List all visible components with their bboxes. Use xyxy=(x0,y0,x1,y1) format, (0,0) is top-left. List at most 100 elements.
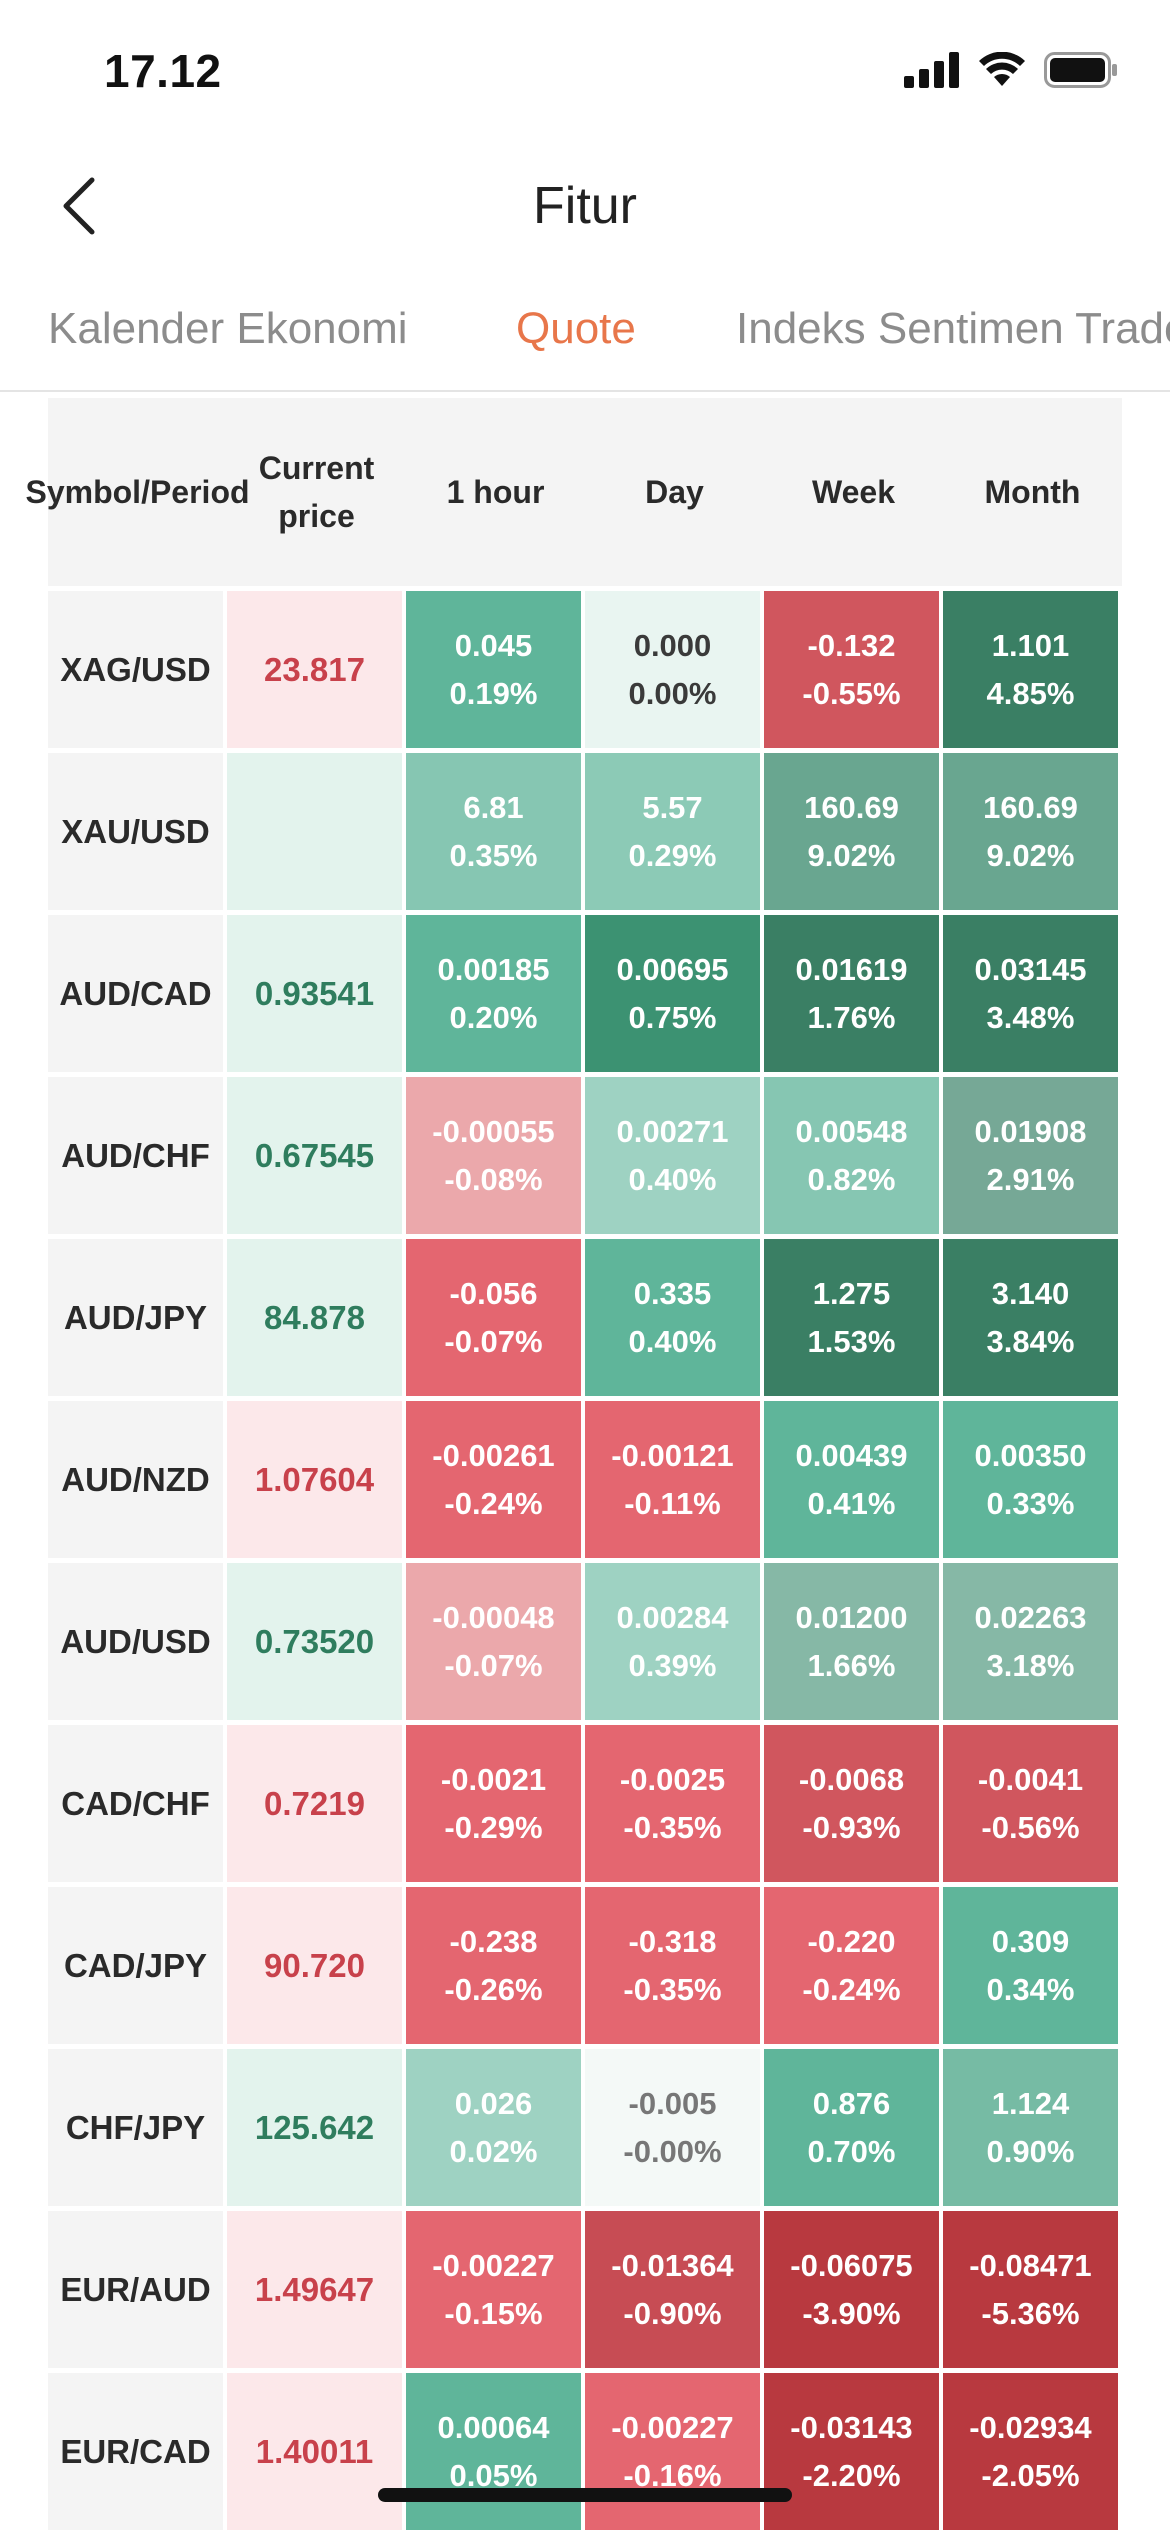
tab-kalender-ekonomi[interactable]: Kalender Ekonomi xyxy=(48,304,408,353)
change-value: 6.81 xyxy=(463,789,524,825)
change-value: -0.01364 xyxy=(611,2247,734,2283)
symbol-cell: XAG/USD xyxy=(48,591,223,748)
change-percent: -2.05% xyxy=(981,2457,1080,2493)
change-percent: -0.07% xyxy=(444,1647,543,1683)
change-percent: -0.55% xyxy=(802,675,901,711)
change-cell: 0.00064 0.05% xyxy=(406,2373,581,2530)
change-cell: -0.08471 -5.36% xyxy=(943,2211,1118,2368)
change-percent: -0.35% xyxy=(623,1809,722,1845)
price-cell xyxy=(227,753,402,910)
change-value: 0.00271 xyxy=(616,1113,729,1149)
back-button[interactable] xyxy=(40,168,120,248)
nav-bar: Fitur xyxy=(0,140,1170,270)
change-cell: -0.0068 -0.93% xyxy=(764,1725,939,1882)
change-percent: -0.00% xyxy=(623,2133,722,2169)
change-percent: 0.29% xyxy=(628,837,717,873)
table-row[interactable]: AUD/NZD 1.07604 -0.00261 -0.24% -0.00121 -0.1… xyxy=(48,1401,1122,1558)
status-icons xyxy=(904,51,1118,93)
change-cell: -0.02934 -2.05% xyxy=(943,2373,1118,2530)
change-cell: -0.00121 -0.11% xyxy=(585,1401,760,1558)
table-row[interactable]: XAU/USD 6.81 0.35% 5.57 0.29% 160.69 9.02% 160.… xyxy=(48,753,1122,910)
table-row[interactable]: AUD/CHF 0.67545 -0.00055 -0.08% 0.00271 0.40%… xyxy=(48,1077,1122,1234)
change-value: 0.00185 xyxy=(437,951,550,987)
change-percent: 0.34% xyxy=(986,1971,1075,2007)
table-row[interactable]: CAD/JPY 90.720 -0.238 -0.26% -0.318 -0.35% -0.… xyxy=(48,1887,1122,2044)
change-cell: 1.124 0.90% xyxy=(943,2049,1118,2206)
change-cell: 3.140 3.84% xyxy=(943,1239,1118,1396)
change-cell: 0.03145 3.48% xyxy=(943,915,1118,1072)
table-row[interactable]: XAG/USD 23.817 0.045 0.19% 0.000 0.00% -0.132-… xyxy=(48,591,1122,748)
symbol-cell: EUR/CAD xyxy=(48,2373,223,2530)
table-row[interactable]: CHF/JPY 125.642 0.026 0.02% -0.005 -0.00% 0.87… xyxy=(48,2049,1122,2206)
change-percent: -0.35% xyxy=(623,1971,722,2007)
change-percent: 0.02% xyxy=(449,2133,538,2169)
tab-active-indicator xyxy=(510,384,586,390)
change-value: 0.000 xyxy=(633,627,712,663)
table-row[interactable]: EUR/CAD 1.40011 0.00064 0.05% -0.00227 -0.16%… xyxy=(48,2373,1122,2530)
change-value: 0.03145 xyxy=(974,951,1087,987)
change-percent: -0.16% xyxy=(623,2457,722,2493)
price-cell: 1.07604 xyxy=(227,1401,402,1558)
change-value: 160.69 xyxy=(804,789,899,825)
change-cell: 6.81 0.35% xyxy=(406,753,581,910)
change-cell: -0.03143 -2.20% xyxy=(764,2373,939,2530)
price-cell: 1.49647 xyxy=(227,2211,402,2368)
change-cell: 0.00284 0.39% xyxy=(585,1563,760,1720)
change-value: -0.056 xyxy=(449,1275,538,1311)
symbol-cell: EUR/AUD xyxy=(48,2211,223,2368)
change-percent: -5.36% xyxy=(981,2295,1080,2331)
price-cell: 125.642 xyxy=(227,2049,402,2206)
change-cell: -0.0021 -0.29% xyxy=(406,1725,581,1882)
table-row[interactable]: EUR/AUD 1.49647 -0.00227 -0.15% -0.01364 -0.9… xyxy=(48,2211,1122,2368)
change-cell: 0.335 0.40% xyxy=(585,1239,760,1396)
change-percent: -0.29% xyxy=(444,1809,543,1845)
tab-indeks-sentimen-trader[interactable]: Indeks Sentimen Trader xyxy=(736,304,1170,353)
table-row[interactable]: AUD/USD 0.73520 -0.00048 -0.07% 0.00284 0.39%… xyxy=(48,1563,1122,1720)
change-cell: -0.00227 -0.16% xyxy=(585,2373,760,2530)
price-cell: 1.40011 xyxy=(227,2373,402,2530)
symbol-cell: AUD/JPY xyxy=(48,1239,223,1396)
symbol-cell: AUD/CHF xyxy=(48,1077,223,1234)
change-percent: 1.66% xyxy=(807,1647,896,1683)
change-percent: 0.70% xyxy=(807,2133,896,2169)
change-percent: -0.56% xyxy=(981,1809,1080,1845)
table-row[interactable]: AUD/CAD 0.93541 0.00185 0.20% 0.00695 0.75% 0.… xyxy=(48,915,1122,1072)
tab-quote[interactable]: Quote xyxy=(516,304,636,353)
change-value: 0.00439 xyxy=(795,1437,908,1473)
symbol-cell: AUD/CAD xyxy=(48,915,223,1072)
change-value: -0.005 xyxy=(628,2085,717,2121)
change-value: 1.124 xyxy=(991,2085,1070,2121)
price-cell: 0.67545 xyxy=(227,1077,402,1234)
change-value: -0.00227 xyxy=(432,2247,555,2283)
change-percent: 0.20% xyxy=(449,999,538,1035)
table-body: XAG/USD 23.817 0.045 0.19% 0.000 0.00% -0.132-… xyxy=(48,591,1122,2530)
change-cell: 0.00439 0.41% xyxy=(764,1401,939,1558)
change-cell: 5.57 0.29% xyxy=(585,753,760,910)
change-percent: 0.33% xyxy=(986,1485,1075,1521)
change-value: 5.57 xyxy=(642,789,703,825)
header-symbol: Symbol/Period xyxy=(25,474,250,510)
table-row[interactable]: AUD/JPY 84.878 -0.056 -0.07% 0.335 0.40% 1.275… xyxy=(48,1239,1122,1396)
change-cell: 1.275 1.53% xyxy=(764,1239,939,1396)
change-value: 3.140 xyxy=(991,1275,1070,1311)
wifi-icon xyxy=(978,51,1026,93)
change-cell: -0.00048 -0.07% xyxy=(406,1563,581,1720)
header-1-hour: 1 hour xyxy=(446,474,545,510)
change-percent: -0.24% xyxy=(444,1485,543,1521)
change-percent: 0.90% xyxy=(986,2133,1075,2169)
change-percent: -0.24% xyxy=(802,1971,901,2007)
change-value: -0.0068 xyxy=(798,1761,905,1797)
change-cell: 0.309 0.34% xyxy=(943,1887,1118,2044)
change-value: 0.045 xyxy=(454,627,533,663)
price-cell: 23.817 xyxy=(227,591,402,748)
change-cell: 0.01619 1.76% xyxy=(764,915,939,1072)
symbol-cell: AUD/NZD xyxy=(48,1401,223,1558)
change-value: -0.00055 xyxy=(432,1113,555,1149)
change-value: -0.238 xyxy=(449,1923,538,1959)
battery-icon xyxy=(1044,52,1118,93)
home-indicator xyxy=(378,2488,792,2502)
change-cell: -0.00261 -0.24% xyxy=(406,1401,581,1558)
change-cell: 0.026 0.02% xyxy=(406,2049,581,2206)
change-cell: 0.00548 0.82% xyxy=(764,1077,939,1234)
table-row[interactable]: CAD/CHF 0.7219 -0.0021 -0.29% -0.0025 -0.35% -… xyxy=(48,1725,1122,1882)
